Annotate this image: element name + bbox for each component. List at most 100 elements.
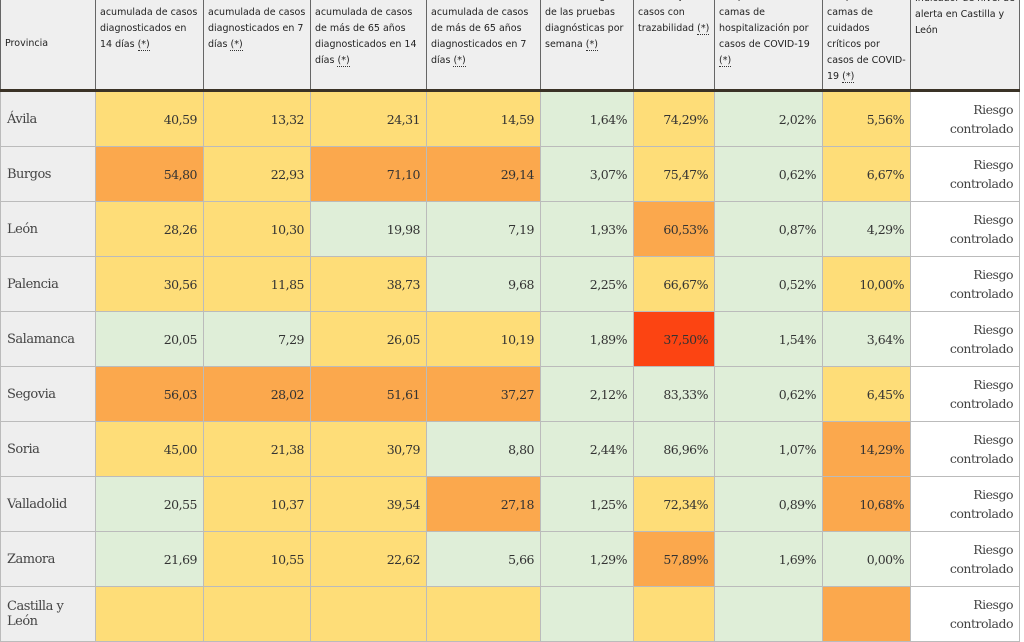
column-header: Tasa de incidencia acumulada de casos de… xyxy=(310,0,427,92)
indicator-cell xyxy=(714,586,823,642)
indicator-cell: 20,55 xyxy=(95,476,204,532)
indicator-cell: 27,18 xyxy=(426,476,541,532)
indicator-cell: 86,96% xyxy=(633,421,715,477)
indicator-cell: 10,19 xyxy=(426,311,541,367)
indicator-cell: 1,25% xyxy=(540,476,634,532)
indicator-cell: 66,67% xyxy=(633,256,715,312)
table-row: Zamora 21,69 10,55 22,62 5,66 1,29% 57,89% 1,69… xyxy=(0,531,1020,587)
table-row: Soria 45,00 21,38 30,79 8,80 2,44% 86,96% 1,07%… xyxy=(0,421,1020,477)
alert-level: Riesgo controlado xyxy=(910,366,1020,422)
column-header-label: Tasa de incidencia acumulada de casos di… xyxy=(100,0,198,50)
indicator-cell: 4,29% xyxy=(822,201,911,257)
indicator-cell: 30,79 xyxy=(310,421,427,477)
indicator-cell: 39,54 xyxy=(310,476,427,532)
indicator-cell: 2,12% xyxy=(540,366,634,422)
column-header-label: Ocupación de camas de hospitalización po… xyxy=(719,0,810,50)
province-name: Soria xyxy=(0,421,96,477)
indicator-cell: 22,62 xyxy=(310,531,427,587)
indicator-cell: 72,34% xyxy=(633,476,715,532)
province-name: Segovia xyxy=(0,366,96,422)
footnote-link[interactable]: (*) xyxy=(137,39,150,51)
column-header-label: Ocupación de camas de cuidados críticos … xyxy=(827,0,906,82)
indicator-cell: 24,31 xyxy=(310,90,427,147)
indicator-cell: 20,05 xyxy=(95,311,204,367)
table-row: Segovia 56,03 28,02 51,61 37,27 2,12% 83,33% 0,… xyxy=(0,366,1020,422)
indicator-cell: 29,14 xyxy=(426,146,541,202)
indicator-cell: 21,38 xyxy=(203,421,311,477)
indicator-cell: 22,93 xyxy=(203,146,311,202)
alert-level: Riesgo controlado xyxy=(910,586,1020,642)
footnote-link[interactable]: (*) xyxy=(453,55,466,67)
indicator-cell: 5,66 xyxy=(426,531,541,587)
indicator-cell: 10,00% xyxy=(822,256,911,312)
indicator-cell: 3,07% xyxy=(540,146,634,202)
indicator-cell: 1,64% xyxy=(540,90,634,147)
column-header: Positividad global de las pruebas diagnó… xyxy=(540,0,634,92)
indicator-cell: 8,80 xyxy=(426,421,541,477)
indicator-cell: 0,52% xyxy=(714,256,823,312)
alert-level: Riesgo controlado xyxy=(910,90,1020,147)
column-header-label: Positividad global de las pruebas diagnó… xyxy=(545,0,628,50)
column-header-label: Porcentaje de casos con trazabilidad xyxy=(638,0,703,34)
indicator-cell: 3,64% xyxy=(822,311,911,367)
column-header: Ocupación de camas de cuidados críticos … xyxy=(822,0,911,92)
table-row: Burgos 54,80 22,93 71,10 29,14 3,07% 75,47% 0,6… xyxy=(0,146,1020,202)
indicator-cell: 37,50% xyxy=(633,311,715,367)
alert-level: Riesgo controlado xyxy=(910,421,1020,477)
province-name: Ávila xyxy=(0,90,96,147)
footnote-link[interactable]: (*) xyxy=(719,55,732,67)
indicator-cell: 57,89% xyxy=(633,531,715,587)
indicator-cell: 28,26 xyxy=(95,201,204,257)
indicator-cell xyxy=(310,586,427,642)
province-name: Zamora xyxy=(0,531,96,587)
indicator-cell: 83,33% xyxy=(633,366,715,422)
footnote-link[interactable]: (*) xyxy=(842,71,855,83)
footnote-link[interactable]: (*) xyxy=(337,55,350,67)
column-header: Ocupación de camas de hospitalización po… xyxy=(714,0,823,92)
indicator-cell: 10,55 xyxy=(203,531,311,587)
indicator-cell: 38,73 xyxy=(310,256,427,312)
table-row: Castilla y León Riesgo controlado xyxy=(0,586,1020,642)
indicator-cell: 51,61 xyxy=(310,366,427,422)
table-row: Valladolid 20,55 10,37 39,54 27,18 1,25% 72,34… xyxy=(0,476,1020,532)
column-header-label: Provincia xyxy=(5,38,49,49)
indicator-cell: 2,25% xyxy=(540,256,634,312)
province-name: Castilla y León xyxy=(0,586,96,642)
indicator-cell: 6,67% xyxy=(822,146,911,202)
indicator-cell: 0,87% xyxy=(714,201,823,257)
province-name: Valladolid xyxy=(0,476,96,532)
indicator-cell: 45,00 xyxy=(95,421,204,477)
indicator-cell: 11,85 xyxy=(203,256,311,312)
alert-level: Riesgo controlado xyxy=(910,146,1020,202)
indicator-cell: 1,54% xyxy=(714,311,823,367)
table-row: Salamanca 20,05 7,29 26,05 10,19 1,89% 37,50% 1… xyxy=(0,311,1020,367)
indicator-cell xyxy=(540,586,634,642)
column-header-label: Indicador de nivel de alerta en Castilla… xyxy=(915,0,1015,36)
indicator-cell: 0,62% xyxy=(714,146,823,202)
indicator-cell: 0,89% xyxy=(714,476,823,532)
table-header-row: Provincia Tasa de incidencia acumulada de… xyxy=(0,0,1020,92)
column-header: Provincia xyxy=(0,0,96,92)
column-header-label: Tasa de incidencia acumulada de casos di… xyxy=(208,0,306,50)
indicator-cell: 0,62% xyxy=(714,366,823,422)
indicator-cell: 26,05 xyxy=(310,311,427,367)
footnote-link[interactable]: (*) xyxy=(697,23,710,35)
indicator-cell: 7,19 xyxy=(426,201,541,257)
alert-level: Riesgo controlado xyxy=(910,256,1020,312)
indicator-cell xyxy=(633,586,715,642)
indicator-cell: 37,27 xyxy=(426,366,541,422)
footnote-link[interactable]: (*) xyxy=(230,39,243,51)
indicator-cell xyxy=(203,586,311,642)
alert-level: Riesgo controlado xyxy=(910,476,1020,532)
indicator-cell xyxy=(426,586,541,642)
indicator-cell xyxy=(822,586,911,642)
indicator-cell: 28,02 xyxy=(203,366,311,422)
alert-level: Riesgo controlado xyxy=(910,531,1020,587)
indicator-cell: 40,59 xyxy=(95,90,204,147)
footnote-link[interactable]: (*) xyxy=(585,39,598,51)
column-header: Tasa de incidencia acumulada de casos di… xyxy=(203,0,311,92)
indicator-cell: 56,03 xyxy=(95,366,204,422)
alert-level: Riesgo controlado xyxy=(910,201,1020,257)
indicator-cell: 0,00% xyxy=(822,531,911,587)
